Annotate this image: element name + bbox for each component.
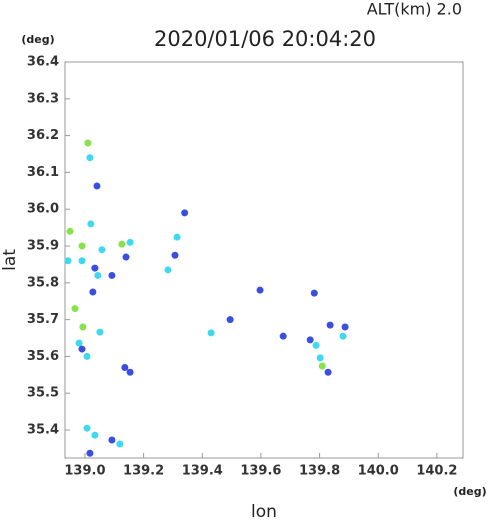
point [173, 233, 181, 241]
point [108, 436, 116, 444]
point [121, 363, 129, 371]
point [181, 209, 189, 217]
point [207, 329, 215, 337]
point [164, 266, 172, 274]
point [78, 257, 86, 265]
point [98, 246, 106, 254]
point [324, 368, 332, 376]
point [256, 286, 264, 294]
point [96, 328, 104, 336]
chart-title: 2020/01/06 20:04:20 [154, 27, 376, 51]
point [118, 240, 126, 248]
point [66, 227, 74, 235]
point [94, 271, 102, 279]
point [64, 257, 72, 265]
point [339, 332, 347, 340]
y-tick-label: 35.7 [27, 312, 59, 327]
y-unit: (deg) [21, 33, 54, 46]
point [87, 220, 95, 228]
x-axis-label: lon [251, 502, 277, 521]
point [84, 139, 92, 147]
point [310, 289, 318, 297]
y-tick-label: 36.2 [27, 128, 59, 143]
point [91, 431, 99, 439]
point [312, 341, 320, 349]
x-tick-label: 139.4 [182, 464, 223, 479]
point [341, 323, 349, 331]
y-tick-label: 36.1 [27, 165, 59, 180]
point [171, 251, 179, 259]
point [93, 182, 101, 190]
point [326, 321, 334, 329]
x-unit: (deg) [453, 485, 486, 498]
point [86, 154, 94, 162]
point [318, 362, 326, 370]
y-tick-label: 36.0 [27, 202, 59, 217]
y-tick-label: 35.8 [27, 275, 59, 290]
point [89, 288, 97, 296]
x-tick-label: 139.0 [64, 464, 105, 479]
point [126, 368, 134, 376]
chart-subtitle: ALT(km) 2.0 [367, 0, 462, 19]
y-tick-label: 35.9 [27, 239, 59, 254]
point [316, 354, 324, 362]
point [116, 440, 124, 448]
point [279, 332, 287, 340]
point [126, 238, 134, 246]
point [306, 336, 314, 344]
x-tick-label: 139.2 [123, 464, 164, 479]
point [78, 242, 86, 250]
point [226, 316, 234, 324]
x-tick-label: 140.2 [416, 464, 457, 479]
point [83, 424, 91, 432]
point [71, 305, 79, 313]
y-tick-label: 36.3 [27, 91, 59, 106]
point [83, 352, 91, 360]
point [75, 339, 83, 347]
x-tick-label: 139.8 [299, 464, 340, 479]
point [79, 323, 87, 331]
point [78, 345, 86, 353]
x-tick-label: 139.6 [240, 464, 281, 479]
y-tick-label: 36.4 [27, 55, 59, 70]
point [122, 253, 130, 261]
y-axis-label: lat [0, 249, 20, 271]
y-tick-label: 35.6 [27, 349, 59, 364]
point [108, 271, 116, 279]
point [86, 449, 94, 457]
y-tick-label: 35.4 [27, 423, 59, 438]
point [91, 264, 99, 272]
y-tick-label: 35.5 [27, 386, 59, 401]
x-tick-label: 140.0 [358, 464, 399, 479]
